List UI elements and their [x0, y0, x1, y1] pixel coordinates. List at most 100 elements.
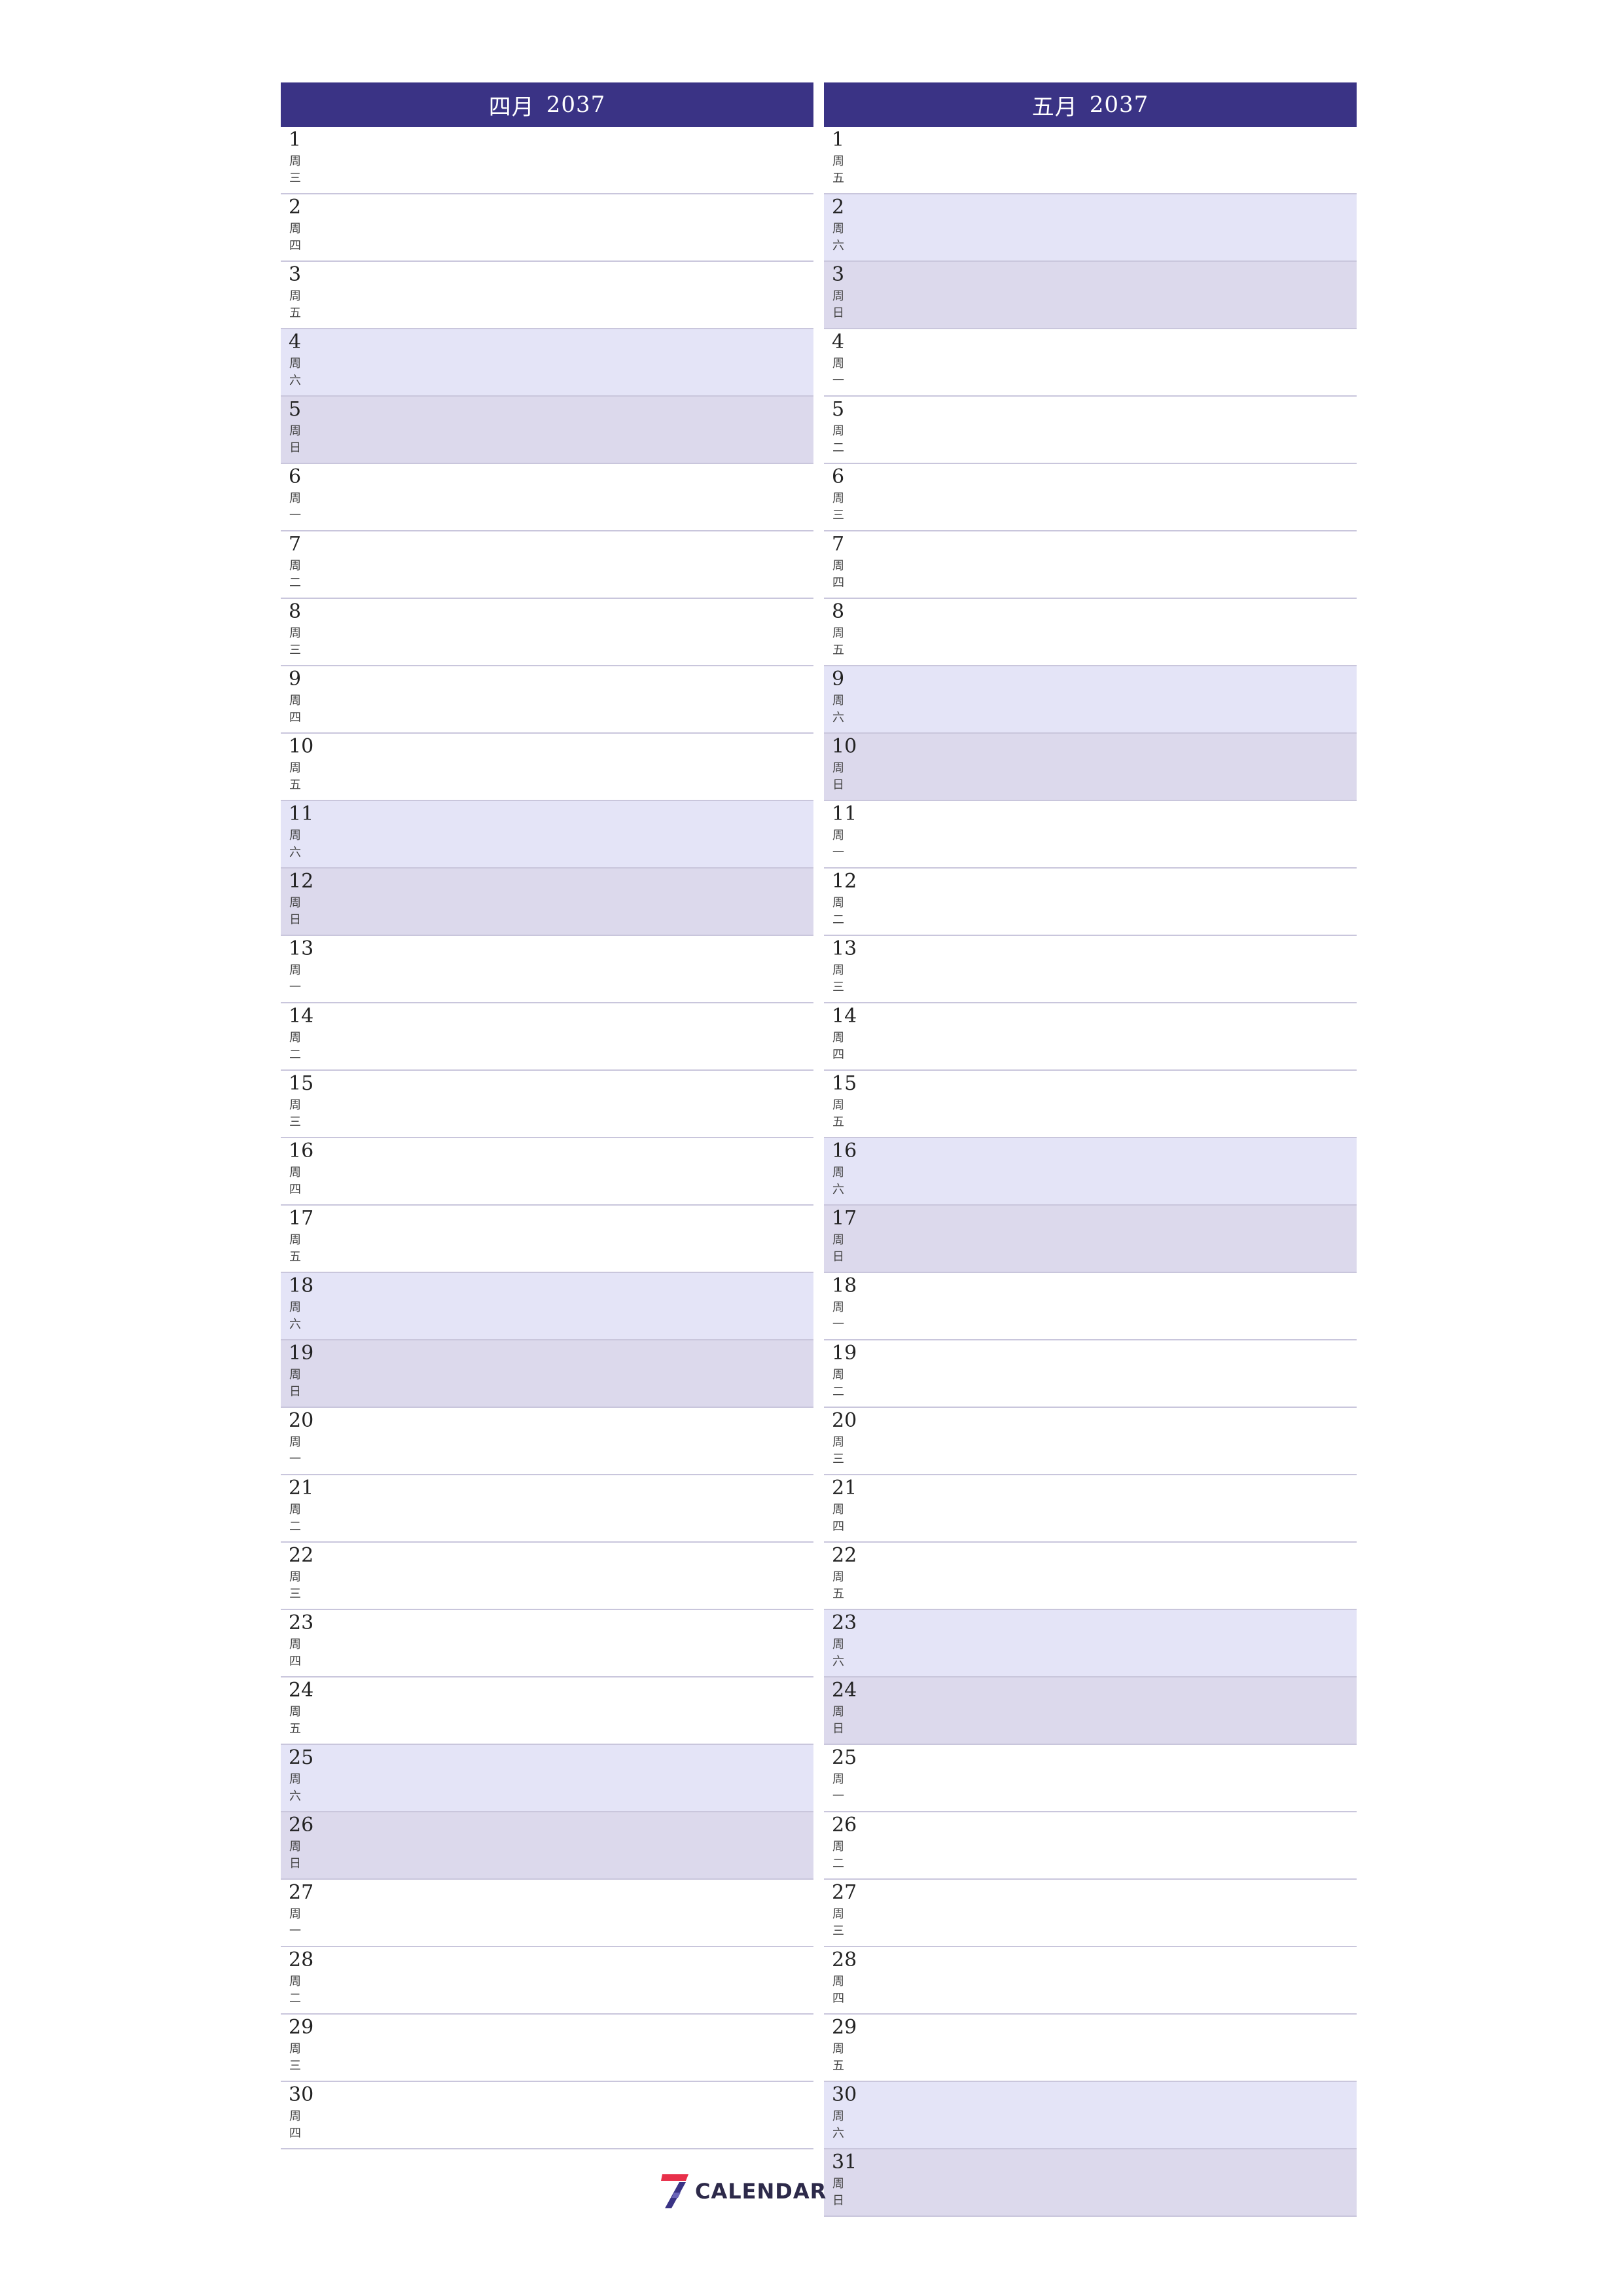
day-number: 27 — [289, 1881, 314, 1904]
day-row[interactable]: 20 周三 — [824, 1408, 1357, 1475]
day-row[interactable]: 25 周一 — [824, 1745, 1357, 1812]
weekday-label-bottom: 一 — [289, 1924, 301, 1938]
day-number: 28 — [832, 1948, 857, 1971]
weekday-label-bottom: 二 — [832, 441, 844, 455]
day-row[interactable]: 22 周三 — [281, 1543, 813, 1610]
day-row[interactable]: 24 周五 — [281, 1677, 813, 1745]
weekday-label-top: 周 — [289, 626, 301, 640]
weekday-label-top: 周 — [832, 761, 844, 775]
day-row[interactable]: 19 周日 — [281, 1340, 813, 1408]
day-row[interactable]: 19 周二 — [824, 1340, 1357, 1408]
day-row[interactable]: 14 周二 — [281, 1003, 813, 1071]
month-header: 五月 2037 — [824, 82, 1357, 127]
weekday-label-top: 周 — [289, 829, 301, 842]
day-row[interactable]: 27 周一 — [281, 1880, 813, 1947]
day-number: 8 — [289, 600, 302, 623]
day-row[interactable]: 21 周二 — [281, 1475, 813, 1543]
day-row[interactable]: 25 周六 — [281, 1745, 813, 1812]
day-row[interactable]: 3 周五 — [281, 262, 813, 329]
day-row[interactable]: 2 周六 — [824, 194, 1357, 262]
weekday-label-top: 周 — [289, 1840, 301, 1854]
day-row[interactable]: 29 周三 — [281, 2015, 813, 2082]
day-row[interactable]: 8 周三 — [281, 599, 813, 666]
weekday-label-top: 周 — [832, 1166, 844, 1179]
weekday-label-top: 周 — [832, 154, 844, 168]
day-row[interactable]: 22 周五 — [824, 1543, 1357, 1610]
day-number: 4 — [832, 331, 845, 353]
day-row[interactable]: 8 周五 — [824, 599, 1357, 666]
day-row[interactable]: 3 周日 — [824, 262, 1357, 329]
day-row[interactable]: 20 周一 — [281, 1408, 813, 1475]
day-row[interactable]: 30 周六 — [824, 2082, 1357, 2149]
day-row[interactable]: 10 周日 — [824, 734, 1357, 801]
day-row[interactable]: 29 周五 — [824, 2015, 1357, 2082]
day-row[interactable]: 18 周一 — [824, 1273, 1357, 1340]
weekday-label-bottom: 六 — [289, 1789, 301, 1803]
day-row[interactable]: 4 周一 — [824, 329, 1357, 397]
day-row[interactable]: 4 周六 — [281, 329, 813, 397]
day-number: 19 — [289, 1342, 314, 1365]
weekday-label-top: 周 — [832, 559, 844, 573]
day-row[interactable]: 31 周日 — [824, 2149, 1357, 2217]
day-row[interactable]: 9 周四 — [281, 666, 813, 734]
weekday-label-top: 周 — [832, 357, 844, 370]
day-row[interactable]: 12 周二 — [824, 869, 1357, 936]
weekday-label-top: 周 — [289, 1503, 301, 1516]
day-row[interactable]: 30 周四 — [281, 2082, 813, 2149]
day-row[interactable]: 6 周三 — [824, 464, 1357, 531]
weekday-label-bottom: 二 — [832, 913, 844, 927]
day-row[interactable]: 1 周三 — [281, 127, 813, 194]
weekday-label-bottom: 一 — [289, 980, 301, 994]
day-row[interactable]: 17 周日 — [824, 1206, 1357, 1273]
logo-text: CALENDAR — [695, 2179, 827, 2204]
day-number: 2 — [832, 196, 845, 219]
day-row[interactable]: 18 周六 — [281, 1273, 813, 1340]
weekday-label-top: 周 — [832, 1233, 844, 1247]
day-row[interactable]: 26 周二 — [824, 1812, 1357, 1880]
weekday-label-bottom: 三 — [832, 1924, 844, 1938]
weekday-label-bottom: 日 — [289, 913, 301, 927]
day-row[interactable]: 7 周二 — [281, 531, 813, 599]
day-row[interactable]: 13 周一 — [281, 936, 813, 1003]
day-row[interactable]: 11 周一 — [824, 801, 1357, 869]
weekday-label-bottom: 四 — [832, 1992, 844, 2005]
day-row[interactable]: 28 周二 — [281, 1947, 813, 2015]
weekday-label-bottom: 五 — [289, 1250, 301, 1264]
day-row[interactable]: 17 周五 — [281, 1206, 813, 1273]
day-row[interactable]: 12 周日 — [281, 869, 813, 936]
day-row[interactable]: 11 周六 — [281, 801, 813, 869]
weekday-label-top: 周 — [289, 1031, 301, 1045]
day-row[interactable]: 21 周四 — [824, 1475, 1357, 1543]
day-row[interactable]: 15 周五 — [824, 1071, 1357, 1138]
day-row[interactable]: 5 周日 — [281, 397, 813, 464]
day-number: 6 — [832, 465, 845, 488]
weekday-label-top: 周 — [289, 289, 301, 303]
weekday-label-top: 周 — [832, 1638, 844, 1651]
day-row[interactable]: 23 周六 — [824, 1610, 1357, 1677]
day-row[interactable]: 27 周三 — [824, 1880, 1357, 1947]
weekday-label-top: 周 — [832, 1772, 844, 1786]
day-number: 30 — [289, 2083, 314, 2106]
day-row[interactable]: 1 周五 — [824, 127, 1357, 194]
day-row[interactable]: 14 周四 — [824, 1003, 1357, 1071]
day-number: 19 — [832, 1342, 857, 1365]
day-row[interactable]: 26 周日 — [281, 1812, 813, 1880]
day-row[interactable]: 9 周六 — [824, 666, 1357, 734]
day-row[interactable]: 16 周六 — [824, 1138, 1357, 1206]
day-row[interactable]: 24 周日 — [824, 1677, 1357, 1745]
day-row[interactable]: 5 周二 — [824, 397, 1357, 464]
day-row[interactable]: 13 周三 — [824, 936, 1357, 1003]
day-row[interactable]: 10 周五 — [281, 734, 813, 801]
day-row[interactable]: 7 周四 — [824, 531, 1357, 599]
weekday-label-bottom: 日 — [832, 1722, 844, 1736]
day-row[interactable]: 16 周四 — [281, 1138, 813, 1206]
day-row[interactable]: 23 周四 — [281, 1610, 813, 1677]
day-row[interactable]: 2 周四 — [281, 194, 813, 262]
day-row[interactable]: 28 周四 — [824, 1947, 1357, 2015]
day-row[interactable]: 6 周一 — [281, 464, 813, 531]
day-row[interactable]: 15 周三 — [281, 1071, 813, 1138]
weekday-label-top: 周 — [289, 559, 301, 573]
day-number: 4 — [289, 331, 302, 353]
weekday-label-top: 周 — [832, 2177, 844, 2191]
weekday-label-bottom: 日 — [289, 441, 301, 455]
